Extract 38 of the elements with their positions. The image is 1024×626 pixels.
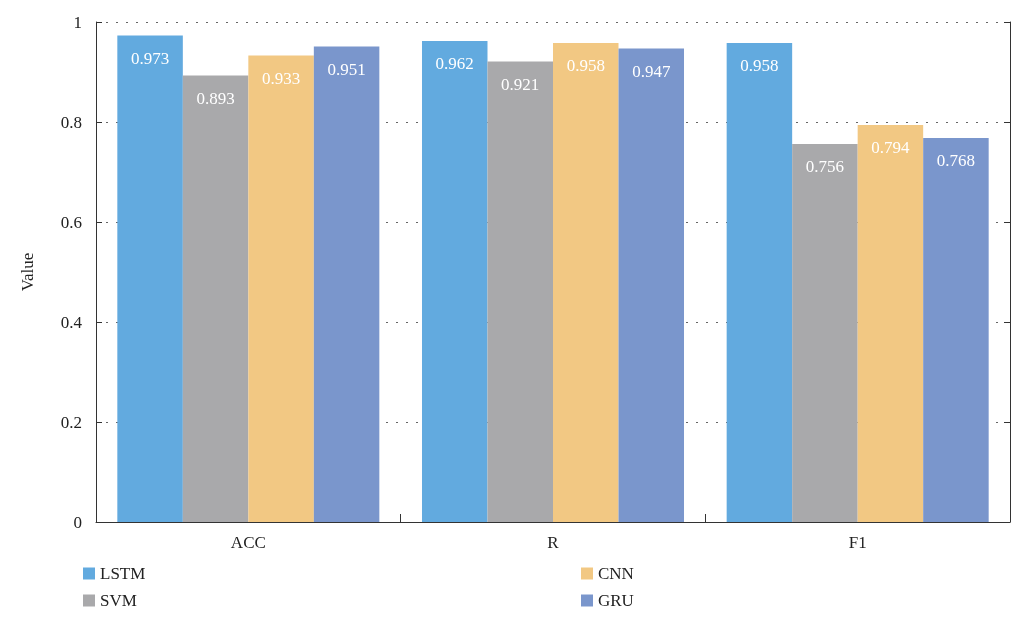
- data-label: 0.768: [936, 151, 976, 170]
- bar: [117, 35, 183, 522]
- y-axis-title: Value: [18, 252, 37, 292]
- data-label: 0.973: [130, 48, 170, 68]
- data-label: 0.921: [501, 74, 540, 94]
- bar: [792, 144, 858, 522]
- bar: [313, 46, 380, 522]
- y-tick-label: 0.2: [60, 412, 82, 432]
- data-label: 0.794: [871, 138, 911, 157]
- data-label: 0.933: [261, 68, 301, 88]
- bar: [421, 41, 488, 522]
- y-tick-label: 0: [73, 512, 82, 532]
- y-tick-label: 0.6: [60, 212, 82, 232]
- data-label: 0.951: [327, 59, 366, 79]
- data-label: 0.958: [566, 56, 605, 75]
- bar: [618, 48, 685, 522]
- bar: [923, 138, 989, 522]
- bar: [553, 43, 619, 522]
- legend-label: SVM: [100, 591, 137, 610]
- bar: [248, 55, 314, 522]
- data-label: 0.756: [805, 157, 845, 176]
- data-label: 0.947: [632, 61, 671, 81]
- y-tick-label: 0.8: [60, 112, 82, 132]
- y-tick-label: 0.4: [60, 312, 83, 332]
- bar: [857, 125, 924, 522]
- bar: [487, 61, 553, 522]
- x-tick-label: ACC: [230, 533, 266, 552]
- x-tick-label: F1: [848, 533, 867, 552]
- bar: [726, 43, 793, 522]
- x-tick-label: R: [547, 533, 560, 552]
- bar: [182, 75, 249, 522]
- legend-label: LSTM: [100, 564, 146, 583]
- legend-label: CNN: [598, 564, 634, 583]
- data-label: 0.958: [740, 56, 779, 75]
- data-label: 0.962: [435, 54, 474, 73]
- y-tick-label: 1: [73, 12, 82, 32]
- data-label: 0.893: [196, 88, 235, 108]
- legend-label: GRU: [598, 591, 634, 610]
